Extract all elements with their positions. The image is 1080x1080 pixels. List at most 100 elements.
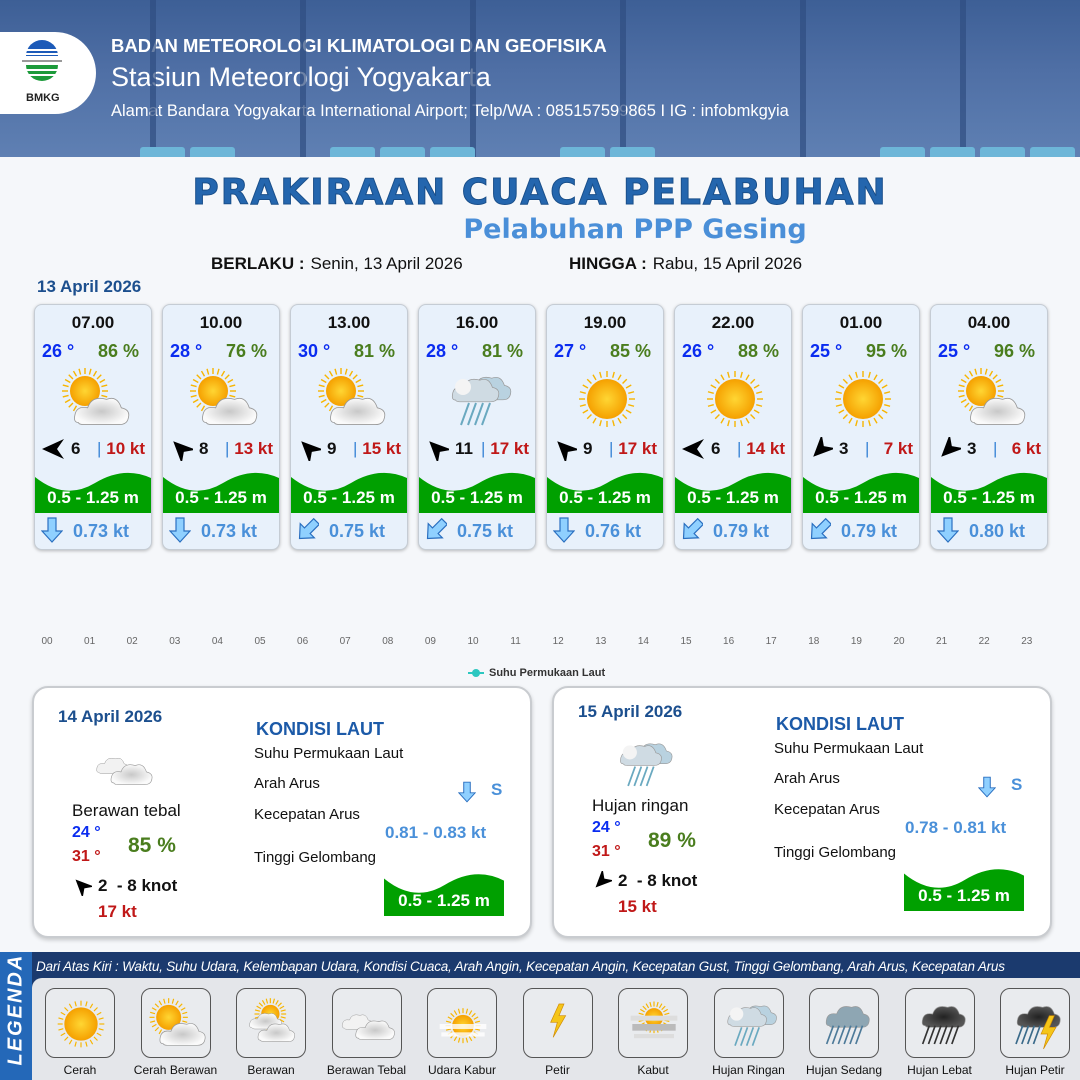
- forecast-card: 04.00 25 ° 96 % 3 | 6 kt 0.5 - 1.25 m 0.…: [930, 304, 1048, 550]
- current-speed: 0.75 kt: [329, 521, 386, 541]
- wave-height: 0.5 - 1.25 m: [175, 488, 267, 507]
- wind-speed: 9: [583, 439, 593, 458]
- wind-speed: 8: [199, 439, 209, 458]
- humidity: 81 %: [353, 341, 395, 361]
- divider: |: [481, 439, 486, 458]
- sst-label: Suhu Permukaan Laut: [774, 740, 924, 757]
- sst-chart-legend: Suhu Permukaan Laut: [468, 667, 605, 679]
- legend-hujan-sedang-icon: [809, 988, 879, 1058]
- wind-direction-arrow-icon: [297, 437, 324, 464]
- legend-kabut-icon: [618, 988, 688, 1058]
- x-tick-label: 15: [680, 636, 692, 647]
- current-direction: S: [1011, 775, 1023, 794]
- forecast-time: 16.00: [455, 313, 499, 332]
- max-temperature: 31 °: [72, 848, 101, 865]
- wave-height: 0.5 - 1.25 m: [943, 488, 1035, 507]
- banner-decoration: [1030, 147, 1075, 157]
- current-speed: 0.73 kt: [73, 521, 130, 541]
- current-speed: 0.73 kt: [201, 521, 258, 541]
- forecast-time: 04.00: [967, 313, 1011, 332]
- humidity: 85 %: [128, 834, 176, 857]
- legend-marker-icon: [468, 669, 484, 678]
- gust-speed: 17 kt: [98, 902, 137, 921]
- banner-decoration: [140, 147, 185, 157]
- legend-petir-icon: [522, 988, 593, 1058]
- gust-speed: 10 kt: [106, 439, 145, 458]
- cerah-weather-icon: [571, 365, 643, 433]
- x-tick-label: 00: [41, 636, 53, 647]
- wave-graphic: [291, 465, 407, 513]
- humidity: 81 %: [481, 341, 523, 361]
- humidity: 76 %: [225, 341, 267, 361]
- gust-speed: 6 kt: [1011, 439, 1041, 458]
- wave-height: 0.5 - 1.25 m: [47, 488, 139, 507]
- valid-to-label: HINGGA :: [569, 254, 647, 273]
- wind-direction-arrow-icon: [41, 437, 65, 461]
- air-temperature: 25 °: [810, 341, 843, 361]
- wind-speed-range: 2 - 8 knot: [618, 871, 698, 890]
- humidity: 88 %: [737, 341, 779, 361]
- legend-hujan-lebat-icon: [904, 988, 975, 1058]
- legend-item-label: Petir: [545, 1063, 570, 1077]
- banner-decoration: [560, 147, 605, 157]
- banner-decoration: [800, 0, 806, 157]
- x-tick-label: 05: [254, 636, 266, 647]
- sst-label: Suhu Permukaan Laut: [254, 745, 404, 762]
- current-direction-arrow-icon: [168, 517, 192, 543]
- forecast-card: 01.00 25 ° 95 % 3 | 7 kt 0.5 - 1.25 m 0.…: [802, 304, 920, 550]
- wind-speed: 3: [839, 439, 849, 458]
- legend-item-label: Berawan: [247, 1063, 295, 1077]
- x-tick-label: 19: [850, 636, 862, 647]
- x-tick-label: 23: [1021, 636, 1033, 647]
- forecast-time: 07.00: [71, 313, 115, 332]
- wave-graphic: [419, 465, 535, 513]
- legend-berawan-tebal-icon: [331, 988, 402, 1058]
- legend-side-label: LEGENDA: [0, 952, 32, 1080]
- min-temperature: 24 °: [72, 824, 101, 841]
- weather-label: Hujan ringan: [592, 796, 689, 815]
- legend-item-label: Kabut: [637, 1063, 669, 1077]
- legend-cerah-berawan-icon: [140, 988, 211, 1058]
- valid-from-label: BERLAKU :: [211, 254, 305, 273]
- valid-to: HINGGA : Rabu, 15 April 2026: [569, 254, 802, 274]
- min-temperature: 24 °: [592, 819, 621, 836]
- current-speed: 0.79 kt: [713, 521, 770, 541]
- agency-name: BADAN METEOROLOGI KLIMATOLOGI DAN GEOFIS…: [111, 35, 607, 56]
- current-direction-arrow-icon: [552, 517, 576, 543]
- banner-decoration: [960, 0, 966, 157]
- x-tick-label: 02: [126, 636, 138, 647]
- legend-item-label: Udara Kabur: [427, 1063, 497, 1077]
- air-temperature: 26 °: [682, 341, 715, 361]
- wind-speed: 9: [327, 439, 337, 458]
- valid-to-value: Rabu, 15 April 2026: [652, 254, 803, 273]
- current-direction-label: Arah Arus: [774, 770, 840, 787]
- wind-speed: 3: [967, 439, 977, 458]
- current-direction-label: Arah Arus: [254, 775, 320, 792]
- banner-decoration: [930, 147, 975, 157]
- x-tick-label: 10: [467, 636, 479, 647]
- berawan-tebal-weather-icon: [92, 738, 156, 798]
- wave-graphic: [931, 465, 1047, 513]
- current-direction-arrow-icon: [809, 517, 833, 543]
- current-direction-arrow-icon: [40, 517, 64, 543]
- banner-decoration: [610, 147, 655, 157]
- legend-hujan-ringan-icon: [713, 988, 784, 1058]
- current-speed-range: 0.81 - 0.83 kt: [385, 823, 487, 842]
- wave-graphic: [547, 465, 663, 513]
- banner-decoration: [150, 0, 156, 157]
- legend-item-label: Hujan Sedang: [805, 1063, 883, 1077]
- gust-speed: 14 kt: [746, 439, 785, 458]
- page-title: PRAKIRAAN CUACA PELABUHAN: [192, 172, 888, 214]
- wave-height: 0.5 - 1.25 m: [559, 488, 651, 507]
- wind-direction-arrow-icon: [809, 434, 836, 461]
- humidity: 96 %: [993, 341, 1035, 361]
- wave-graphic: [803, 465, 919, 513]
- wind-direction-arrow-icon: [681, 437, 705, 461]
- humidity: 86 %: [97, 341, 139, 361]
- x-tick-label: 13: [595, 636, 607, 647]
- current-speed: 0.75 kt: [457, 521, 514, 541]
- logo-text: BMKG: [26, 92, 60, 104]
- legend-description: Dari Atas Kiri : Waktu, Suhu Udara, Kele…: [36, 959, 1005, 974]
- legend-item-label: Cerah: [63, 1063, 97, 1077]
- cerah-berawan-weather-icon: [187, 365, 259, 433]
